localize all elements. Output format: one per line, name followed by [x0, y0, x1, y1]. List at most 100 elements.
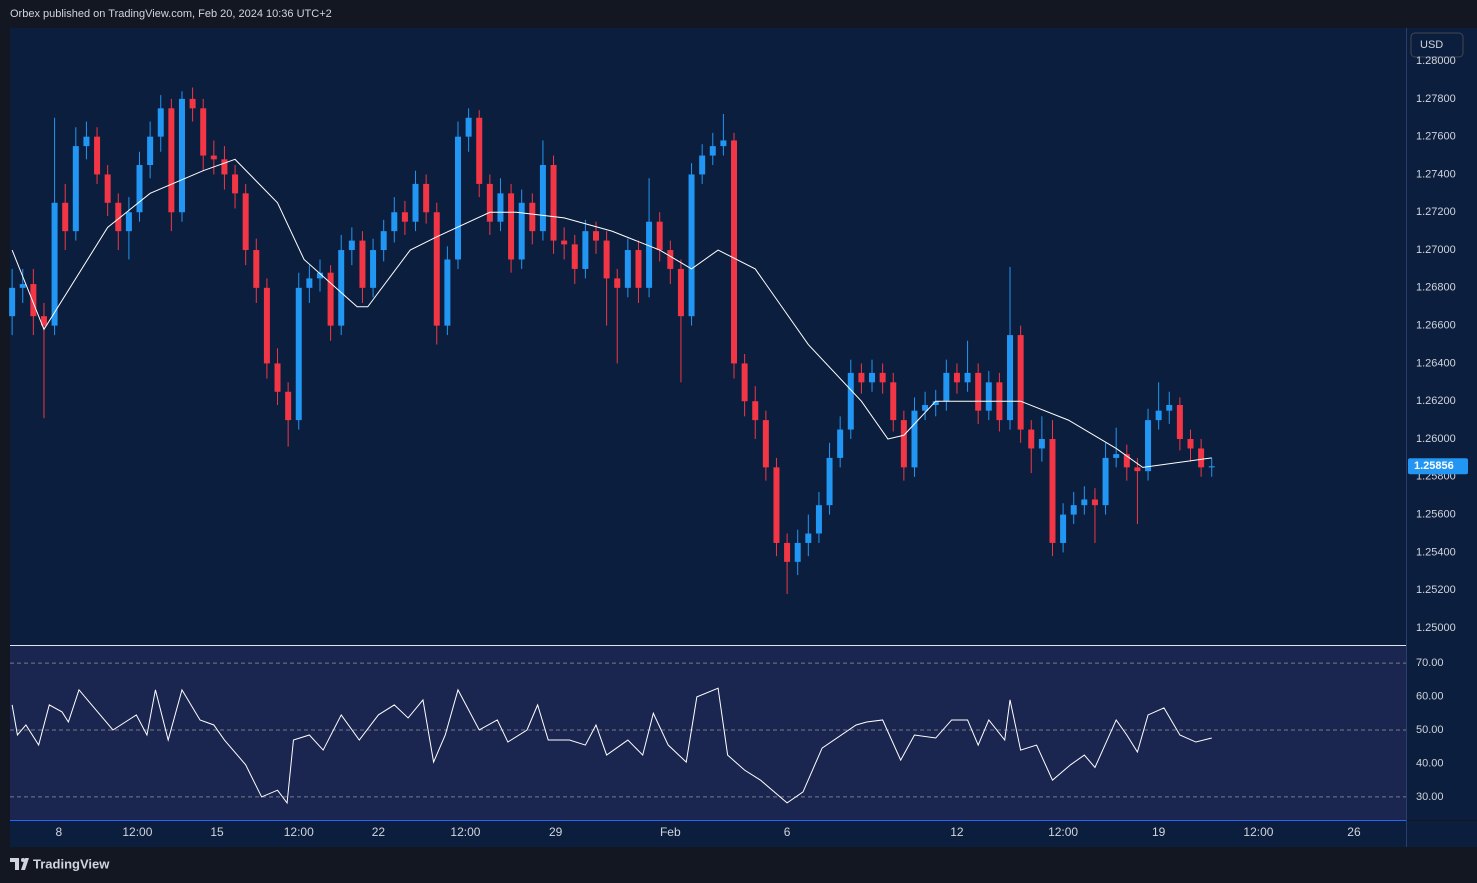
candle-body [1028, 429, 1035, 449]
y-tick-label: 1.27200 [1416, 206, 1456, 218]
candle-body [433, 212, 440, 326]
candle-body [30, 284, 37, 317]
candle-body [1102, 457, 1109, 506]
y-tick-label: 1.27400 [1416, 168, 1456, 180]
candle-body [51, 202, 58, 326]
y-tick-label: 50.00 [1416, 724, 1444, 736]
candle-body [295, 287, 302, 421]
candle-body [699, 155, 706, 175]
candle-body [508, 193, 515, 260]
x-tick-label: 12:00 [122, 825, 152, 839]
candle-body [582, 231, 589, 269]
candle-body [614, 278, 621, 288]
candle-body [221, 159, 228, 175]
y-tick-label: 1.27000 [1416, 244, 1456, 256]
candle-body [391, 212, 398, 232]
candle-body [550, 165, 557, 241]
candle-body [274, 363, 281, 392]
candle-body [412, 183, 419, 222]
y-tick-label: 1.26600 [1416, 320, 1456, 332]
y-tick-label: 1.28000 [1416, 55, 1456, 67]
candle-body [200, 108, 207, 156]
y-tick-label: 1.26200 [1416, 395, 1456, 407]
candle-body [805, 533, 812, 543]
candle-body [189, 98, 196, 109]
candle-body [306, 278, 313, 288]
candle-body [104, 174, 111, 203]
candle-body [327, 272, 334, 326]
candle-body [242, 193, 249, 251]
candle-body [232, 174, 239, 194]
candle-body [94, 136, 101, 175]
candle-body [370, 250, 377, 288]
candle-body [316, 272, 323, 279]
y-tick-label: 1.25000 [1416, 622, 1456, 634]
candle-body [210, 155, 217, 160]
candle-body [1081, 499, 1088, 506]
candle-body [847, 372, 854, 430]
x-tick-label: 26 [1347, 825, 1361, 839]
x-tick-label: 29 [549, 825, 563, 839]
candle-body [497, 193, 504, 222]
candle-body [837, 429, 844, 458]
candle-body [444, 259, 451, 326]
candle-body [985, 382, 992, 411]
candle-body [1091, 499, 1098, 506]
rsi-line [11, 687, 1212, 805]
publish-info: Orbex published on TradingView.com, Feb … [10, 8, 332, 20]
candle-body [964, 372, 971, 383]
currency-label[interactable]: USD [1420, 39, 1443, 51]
candle-body [688, 174, 695, 317]
candle-body [1208, 466, 1215, 468]
y-tick-label: 60.00 [1416, 690, 1444, 702]
candle-body [709, 146, 716, 156]
currency-button[interactable] [1410, 32, 1464, 58]
y-tick-label: 30.00 [1416, 791, 1444, 803]
candle-body [773, 467, 780, 543]
candle-body [157, 108, 164, 137]
candle-body [561, 240, 568, 245]
candle-body [19, 284, 26, 288]
candle-body [529, 202, 536, 232]
candle-body [1017, 335, 1024, 430]
candle-body [348, 240, 355, 251]
candle-body [1123, 454, 1130, 468]
candle-body [900, 420, 907, 468]
x-tick-label: 12:00 [1048, 825, 1078, 839]
y-tick-label: 70.00 [1416, 657, 1444, 669]
candle-body [826, 457, 833, 506]
candle-body [401, 212, 408, 222]
tradingview-logo[interactable]: TradingView [10, 856, 110, 871]
candle-body [486, 183, 493, 222]
x-tick-label: 12 [950, 825, 964, 839]
candle-body [677, 268, 684, 317]
candle-body [1176, 405, 1183, 440]
last-price-tag [1408, 458, 1468, 475]
candle-body [603, 240, 610, 279]
y-tick-label: 1.27800 [1416, 93, 1456, 105]
x-tick-label: 22 [372, 825, 386, 839]
candle-body [9, 287, 16, 317]
candle-body [1145, 420, 1152, 472]
last-price-label: 1.25856 [1414, 460, 1454, 472]
candle-body [911, 410, 918, 468]
y-tick-label: 1.25600 [1416, 509, 1456, 521]
candle-body [571, 244, 578, 269]
time-axis-area [10, 821, 1477, 847]
candle-body [1113, 454, 1120, 458]
x-tick-label: Feb [660, 825, 681, 839]
candle-body [593, 231, 600, 241]
y-tick-label: 1.25400 [1416, 546, 1456, 558]
candle-body [147, 136, 154, 166]
x-tick-label: 12:00 [1243, 825, 1273, 839]
x-tick-label: 19 [1152, 825, 1166, 839]
logo-dot[interactable] [21, 858, 25, 862]
logo-text[interactable]: TradingView [33, 856, 110, 871]
candle-body [731, 140, 738, 364]
candle-body [879, 372, 886, 383]
candle-body [136, 165, 143, 213]
price-axis-area [1407, 28, 1477, 820]
candle-body [1060, 514, 1067, 543]
